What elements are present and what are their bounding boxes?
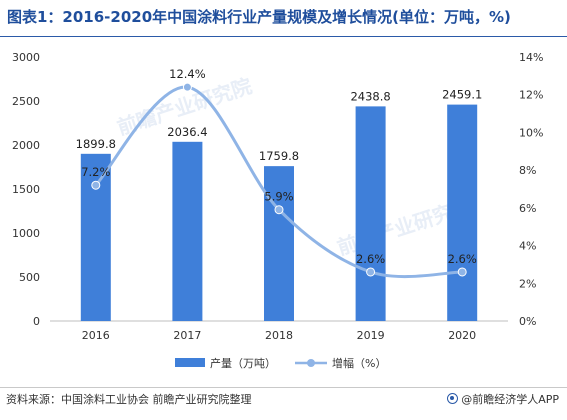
y-right-tick-0%: 0% [519, 315, 536, 328]
legend-label-line: 增幅（%） [332, 356, 386, 370]
footer-divider [0, 387, 567, 388]
bar-label-2018: 1759.8 [259, 149, 299, 163]
growth-label-2017: 12.4% [169, 67, 206, 81]
y-right-tick-4%: 4% [519, 240, 536, 253]
bar-label-2020: 2459.1 [442, 88, 482, 102]
y-left-tick-1000: 1000 [12, 227, 40, 240]
bar-2019 [355, 106, 386, 322]
growth-point-2016 [91, 180, 101, 190]
growth-label-2020: 2.6% [448, 252, 477, 266]
brand-credit: @前瞻经济学人APP [447, 391, 559, 407]
growth-line [94, 85, 463, 279]
bar-label-2017: 2036.4 [167, 125, 207, 139]
y-left-tick-2000: 2000 [12, 139, 40, 152]
y-left-tick-1500: 1500 [12, 183, 40, 196]
y-left-tick-3000: 3000 [12, 51, 40, 64]
source-note: 资料来源：中国涂料工业协会 前瞻产业研究院整理 [6, 393, 252, 406]
growth-point-2018 [274, 205, 284, 215]
growth-point-2017 [182, 82, 192, 92]
x-tick-2020: 2020 [448, 329, 476, 342]
axes-layer: 0 500 1000 1500 2000 2500 3000 0% 2% 4% 6% 8% 10% 12%… [12, 51, 543, 342]
y-left-tick-0: 0 [33, 315, 40, 328]
bar-label-2016: 1899.8 [76, 137, 116, 151]
bar-2018 [264, 166, 294, 321]
title-divider [0, 36, 567, 37]
line-layer [91, 82, 467, 279]
labels-layer: 1899.8 2036.4 1759.8 2438.8 2459.1 7.2% 12.4% 5… [76, 67, 483, 266]
x-tick-2016: 2016 [82, 329, 110, 342]
brand-icon [447, 393, 459, 404]
y-left-tick-2500: 2500 [12, 95, 40, 108]
chart-title: 图表1：2016-2020年中国涂料行业产量规模及增长情况(单位：万吨，%) [7, 8, 511, 26]
x-tick-2018: 2018 [265, 329, 293, 342]
bar-2017 [172, 141, 203, 321]
legend-swatch-marker [307, 359, 315, 367]
x-tick-2019: 2019 [357, 329, 385, 342]
bar-label-2019: 2438.8 [350, 89, 390, 103]
y-left-tick-500: 500 [19, 271, 40, 284]
growth-label-2019: 2.6% [356, 252, 385, 266]
y-right-tick-10%: 10% [519, 126, 543, 139]
x-tick-2017: 2017 [173, 329, 201, 342]
brand-text: @前瞻经济学人APP [461, 393, 559, 406]
y-right-tick-6%: 6% [519, 202, 536, 215]
y-right-tick-2%: 2% [519, 277, 536, 290]
growth-label-2016: 7.2% [81, 165, 110, 179]
y-right-tick-8%: 8% [519, 164, 536, 177]
growth-point-2020 [457, 267, 467, 277]
legend: 产量（万吨） 增幅（%） [175, 356, 386, 370]
growth-label-2018: 5.9% [264, 190, 293, 204]
y-right-tick-12%: 12% [519, 89, 543, 102]
growth-point-2019 [366, 267, 376, 277]
y-right-tick-14%: 14% [519, 51, 543, 64]
bars-layer [80, 104, 478, 322]
legend-label-bars: 产量（万吨） [210, 356, 276, 370]
bar-2020 [447, 104, 478, 321]
legend-swatch-bars [175, 358, 205, 367]
